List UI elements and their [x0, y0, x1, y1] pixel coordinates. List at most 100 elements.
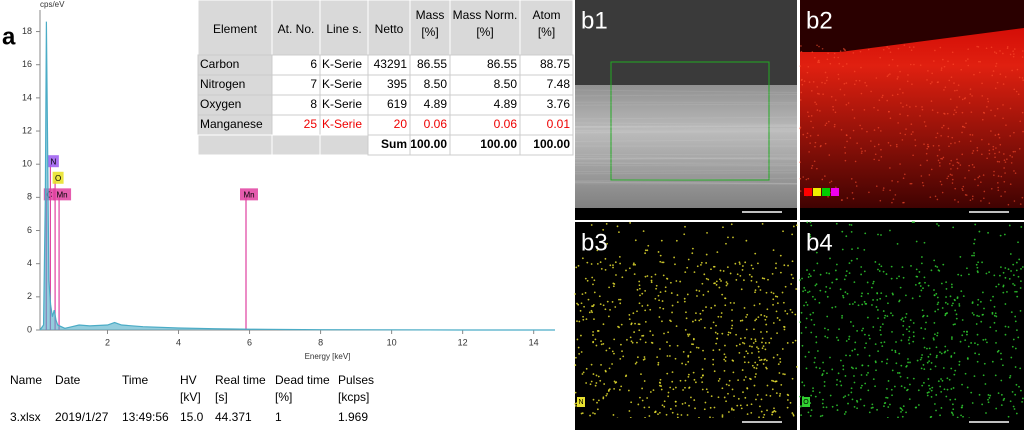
dot — [669, 387, 671, 389]
dot — [884, 315, 886, 317]
dot — [648, 406, 650, 408]
dot — [756, 367, 758, 369]
dot — [698, 320, 700, 322]
dot — [981, 83, 983, 85]
dot — [1000, 358, 1002, 360]
dot — [936, 223, 938, 225]
dot — [941, 407, 943, 409]
dot — [778, 363, 780, 365]
dot — [745, 316, 747, 318]
dot — [892, 59, 894, 61]
dot — [991, 46, 993, 48]
dot — [861, 304, 863, 306]
dot — [908, 339, 910, 341]
dot — [618, 326, 620, 328]
dot — [745, 350, 747, 352]
dot — [972, 134, 974, 136]
dot — [851, 367, 853, 369]
dot — [912, 131, 914, 133]
dot — [919, 115, 921, 117]
dot — [810, 314, 812, 316]
dot — [1010, 108, 1012, 110]
dot — [828, 121, 830, 123]
dot — [886, 358, 888, 360]
dot — [926, 79, 928, 81]
dot — [694, 379, 696, 381]
marker-label: Mn — [57, 190, 68, 199]
dot — [938, 380, 940, 382]
dot — [772, 298, 774, 300]
dot — [620, 299, 622, 301]
dot — [687, 376, 689, 378]
dot — [663, 261, 665, 263]
dot — [1014, 284, 1016, 286]
x-tick-label: 4 — [176, 337, 181, 347]
dot — [973, 150, 975, 152]
dot — [672, 412, 674, 414]
dot — [891, 331, 893, 333]
dot — [742, 369, 744, 371]
dot — [660, 255, 662, 257]
dot — [733, 409, 735, 411]
dot — [793, 226, 795, 228]
dot — [943, 367, 945, 369]
dot — [790, 402, 792, 404]
dot — [844, 291, 846, 293]
dot — [701, 381, 703, 383]
dot — [892, 294, 894, 296]
dot — [1013, 406, 1015, 408]
dot — [918, 389, 920, 391]
dot — [669, 320, 671, 322]
dot — [878, 144, 880, 146]
dot — [829, 357, 831, 359]
dot — [844, 413, 846, 415]
dot — [999, 275, 1001, 277]
dot — [907, 389, 909, 391]
dot — [710, 327, 712, 329]
info-header: Name — [10, 373, 42, 387]
cell-text: Manganese — [200, 117, 263, 131]
dot — [817, 350, 819, 352]
dot — [912, 154, 914, 156]
dot — [773, 357, 775, 359]
dot — [880, 342, 882, 344]
dot — [811, 90, 813, 92]
dot — [725, 243, 727, 245]
dot — [666, 341, 668, 343]
dot — [1002, 117, 1004, 119]
dot — [839, 381, 841, 383]
dot — [981, 139, 983, 141]
dot — [909, 384, 911, 386]
dot — [1010, 253, 1012, 255]
dot — [902, 139, 904, 141]
dot — [663, 333, 665, 335]
dot — [820, 146, 822, 148]
dot — [765, 324, 767, 326]
dot — [727, 393, 729, 395]
dot — [840, 89, 842, 91]
dot — [944, 66, 946, 68]
dot — [977, 185, 979, 187]
dot — [988, 143, 990, 145]
dot — [732, 389, 734, 391]
dot — [968, 170, 970, 172]
dot — [843, 396, 845, 398]
dot — [831, 282, 833, 284]
dot — [973, 243, 975, 245]
marker-label: Mn — [243, 190, 254, 199]
dot — [614, 306, 616, 308]
dot — [974, 239, 976, 241]
dot — [982, 314, 984, 316]
dot — [877, 350, 879, 352]
dot — [613, 338, 615, 340]
dot — [852, 325, 854, 327]
cell-text: 8 — [310, 97, 317, 111]
dot — [807, 304, 809, 306]
dot — [961, 334, 963, 336]
dot — [784, 310, 786, 312]
dot — [932, 109, 934, 111]
dot — [897, 372, 899, 374]
dot — [985, 339, 987, 341]
dot — [941, 67, 943, 69]
dot — [700, 318, 702, 320]
